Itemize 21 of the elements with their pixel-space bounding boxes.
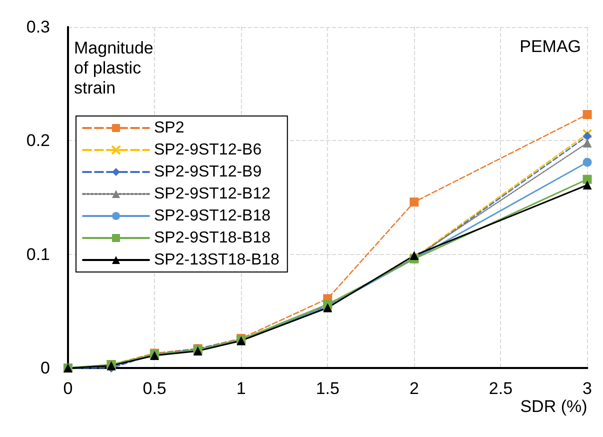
y-tick-label: 0.3 <box>26 18 50 36</box>
legend-label: SP2-9ST12-B9 <box>154 164 262 180</box>
legend-label: SP2-9ST12-B6 <box>154 142 262 158</box>
legend-label: SP2-9ST12-B12 <box>154 186 271 202</box>
legend-label: SP2-9ST18-B18 <box>154 230 271 246</box>
x-tick-label: 2.5 <box>488 379 513 398</box>
y-tick-label: 0.1 <box>26 244 50 264</box>
annotation: PEMAG <box>520 37 582 56</box>
x-tick-label: 3 <box>582 379 592 398</box>
x-tick-label: 1.5 <box>316 379 340 398</box>
x-tick-label: 1 <box>236 379 246 398</box>
legend-label: SP2 <box>154 120 184 136</box>
x-tick-label: 0 <box>63 379 73 398</box>
x-tick-label: 0.5 <box>142 379 166 398</box>
legend-label: SP2-9ST12-B18 <box>154 208 271 224</box>
legend-label: SP2-13ST18-B18 <box>154 252 280 268</box>
x-axis-title: SDR (%) <box>520 397 588 416</box>
x-tick-label: 2 <box>409 379 419 398</box>
y-tick-label: 0 <box>40 358 50 378</box>
y-tick-label: 0.2 <box>26 131 50 150</box>
annotation: Magnitude of plastic strain <box>74 38 154 98</box>
